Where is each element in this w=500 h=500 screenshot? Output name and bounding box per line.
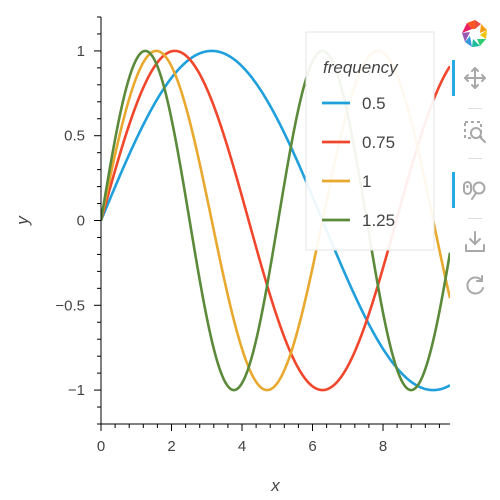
- x-tick-label: 8: [379, 438, 387, 455]
- axes: 0 2 4 6 8 −1 −0.5 0 0.5 1 x y: [13, 16, 450, 495]
- x-tick-label: 2: [167, 438, 175, 455]
- series-line-0.5: [101, 49, 450, 392]
- x-tick-label: 6: [308, 438, 316, 455]
- wheel-zoom-icon[interactable]: [452, 172, 498, 208]
- y-tick-label: −1: [68, 382, 85, 399]
- y-axis-label: y: [13, 215, 32, 226]
- x-tick-label: 0: [97, 438, 105, 455]
- legend-label: 1: [362, 172, 371, 191]
- save-icon[interactable]: [452, 224, 498, 260]
- legend-label: 0.5: [362, 94, 386, 113]
- legend: frequency 0.5 0.75 1 1.25: [305, 31, 435, 251]
- toolbar: [452, 14, 498, 304]
- toolbar-separator: [468, 108, 482, 109]
- y-tick-label: −0.5: [55, 297, 85, 314]
- pan-active-indicator: [452, 60, 455, 96]
- series-line-1.25: [101, 49, 450, 392]
- bokeh-logo-icon[interactable]: [452, 16, 498, 52]
- pan-icon[interactable]: [452, 60, 498, 96]
- box-zoom-icon[interactable]: [452, 114, 498, 150]
- legend-label: 0.75: [362, 133, 395, 152]
- legend-label: 1.25: [362, 211, 395, 230]
- x-axis-label: x: [270, 476, 280, 495]
- y-tick-label: 0.5: [64, 128, 85, 145]
- y-tick-label: 0: [77, 213, 85, 230]
- toolbar-separator: [468, 218, 482, 219]
- y-tick-label: 1: [77, 43, 85, 60]
- toolbar-separator: [468, 158, 482, 159]
- x-tick-label: 4: [238, 438, 246, 455]
- legend-title: frequency: [323, 58, 399, 77]
- wheel-zoom-active-indicator: [452, 172, 455, 208]
- reset-icon[interactable]: [452, 268, 498, 304]
